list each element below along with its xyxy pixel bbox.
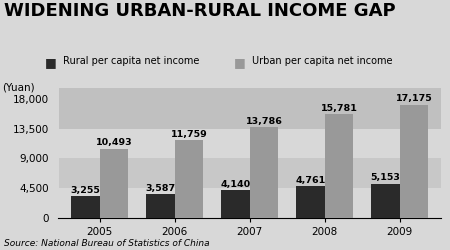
Bar xyxy=(146,194,175,218)
Bar xyxy=(58,158,441,188)
Bar xyxy=(221,190,250,218)
Bar xyxy=(400,105,428,218)
Text: 11,759: 11,759 xyxy=(171,130,207,139)
Text: 15,781: 15,781 xyxy=(320,104,357,112)
Text: 10,493: 10,493 xyxy=(96,138,132,147)
Bar xyxy=(58,188,441,218)
Text: 4,140: 4,140 xyxy=(220,180,251,189)
Bar xyxy=(58,88,441,129)
Text: (Yuan): (Yuan) xyxy=(2,82,35,92)
Text: 3,255: 3,255 xyxy=(71,186,100,195)
Text: 3,587: 3,587 xyxy=(145,184,176,193)
Text: Urban per capita net income: Urban per capita net income xyxy=(252,56,392,66)
Text: ■: ■ xyxy=(45,56,57,69)
Bar xyxy=(58,129,441,158)
Text: 17,175: 17,175 xyxy=(396,94,432,104)
Bar xyxy=(250,127,278,218)
Text: ■: ■ xyxy=(234,56,246,69)
Bar xyxy=(325,114,353,218)
Text: 5,153: 5,153 xyxy=(370,173,400,182)
Text: 4,761: 4,761 xyxy=(295,176,326,185)
Bar xyxy=(71,196,100,218)
Bar xyxy=(371,184,400,218)
Text: Source: National Bureau of Statistics of China: Source: National Bureau of Statistics of… xyxy=(4,238,210,248)
Bar xyxy=(175,140,203,218)
Bar xyxy=(296,186,325,218)
Text: 13,786: 13,786 xyxy=(246,117,283,126)
Text: WIDENING URBAN-RURAL INCOME GAP: WIDENING URBAN-RURAL INCOME GAP xyxy=(4,2,396,21)
Text: Rural per capita net income: Rural per capita net income xyxy=(63,56,199,66)
Bar xyxy=(100,148,128,218)
